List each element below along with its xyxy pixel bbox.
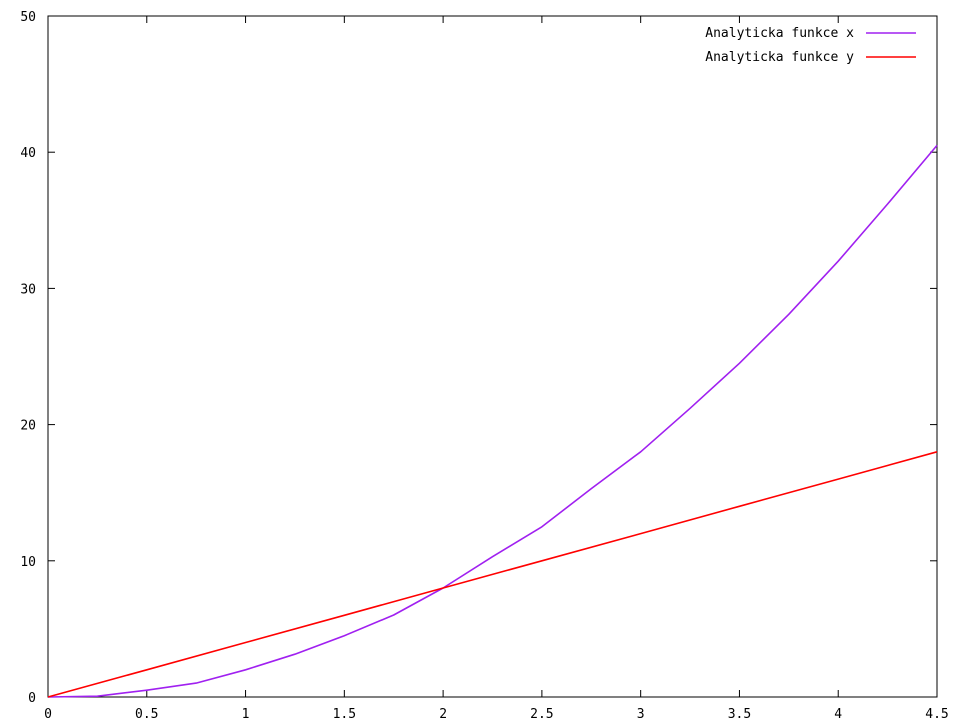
x-tick-label: 1.5 (333, 707, 356, 722)
x-tick-label: 2.5 (530, 707, 553, 722)
x-tick-label: 0 (44, 707, 52, 722)
y-tick-label: 40 (20, 146, 36, 161)
axes-layer: 0 0.5 1 1.5 2 2.5 3 3.5 4 4.5 0 10 20 30 40 50 (20, 10, 948, 722)
x-tick-label: 2 (439, 707, 447, 722)
x-tick-label: 3.5 (728, 707, 751, 722)
legend-label-2: Analyticka funkce y (705, 50, 854, 65)
series-line-2 (47, 451, 938, 698)
y-tick-label: 30 (20, 282, 36, 297)
series-line-1 (47, 144, 938, 698)
legend-label-1: Analyticka funkce x (705, 26, 854, 41)
legend: Analyticka funkce x Analyticka funkce y (705, 26, 916, 65)
y-tick-label: 50 (20, 10, 36, 25)
y-tick-label: 0 (28, 691, 36, 706)
x-tick-label: 1 (242, 707, 250, 722)
x-tick-label: 4 (834, 707, 842, 722)
series-layer (47, 144, 938, 698)
x-tick-label: 0.5 (135, 707, 158, 722)
x-tick-label: 4.5 (925, 707, 948, 722)
y-tick-label: 10 (20, 555, 36, 570)
x-tick-label: 3 (637, 707, 645, 722)
y-tick-label: 20 (20, 419, 36, 434)
plot-frame (47, 15, 938, 698)
